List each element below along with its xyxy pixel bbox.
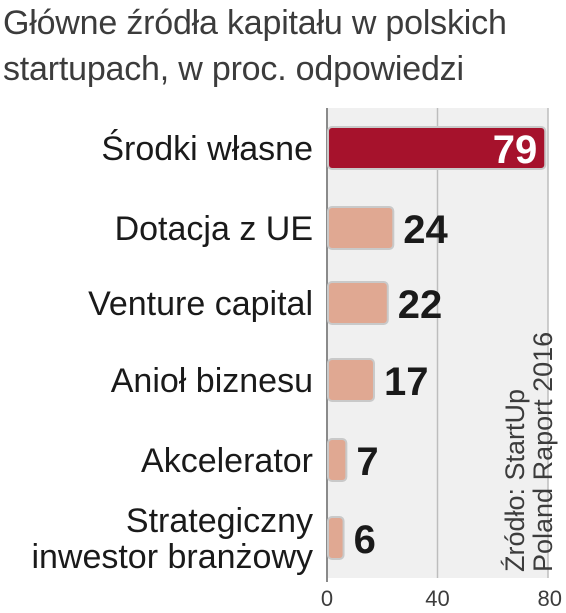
source-line-0: Źródło: StartUp (500, 389, 530, 572)
category-label-2: Venture capital (88, 285, 313, 323)
value-label-3: 17 (384, 360, 429, 404)
value-label-5: 6 (354, 518, 376, 562)
category-label-3: Anioł biznesu (111, 362, 313, 400)
value-label-2: 22 (398, 283, 443, 327)
category-label-5-line-1: inwestor branżowy (31, 538, 313, 576)
chart-title: Główne źródła kapitału w polskich startu… (3, 0, 543, 92)
category-label-0: Środki własne (101, 129, 313, 168)
value-label-4: 7 (356, 440, 378, 484)
bar-1 (327, 206, 395, 250)
x-tick-label-80: 80 (538, 586, 562, 611)
bar-3 (327, 358, 375, 402)
value-label-0: 79 (493, 128, 538, 172)
category-label-5-line-0: Strategiczny (126, 502, 313, 540)
chart-title-line-1: Główne źródła kapitału w polskich (3, 4, 507, 42)
source-line-1: Poland Raport 2016 (528, 332, 558, 572)
x-tick-label-0: 0 (321, 586, 333, 611)
bar-4 (327, 438, 348, 482)
bar-5 (327, 516, 345, 560)
chart-title-line-2: startupach, w proc. odpowiedzi (3, 50, 464, 88)
category-label-1: Dotacja z UE (115, 210, 313, 248)
category-label-4: Akcelerator (141, 442, 313, 480)
value-label-1: 24 (403, 208, 448, 252)
bar-0 (327, 126, 547, 170)
x-tick-label-40: 40 (425, 586, 449, 611)
bar-2 (327, 281, 389, 325)
